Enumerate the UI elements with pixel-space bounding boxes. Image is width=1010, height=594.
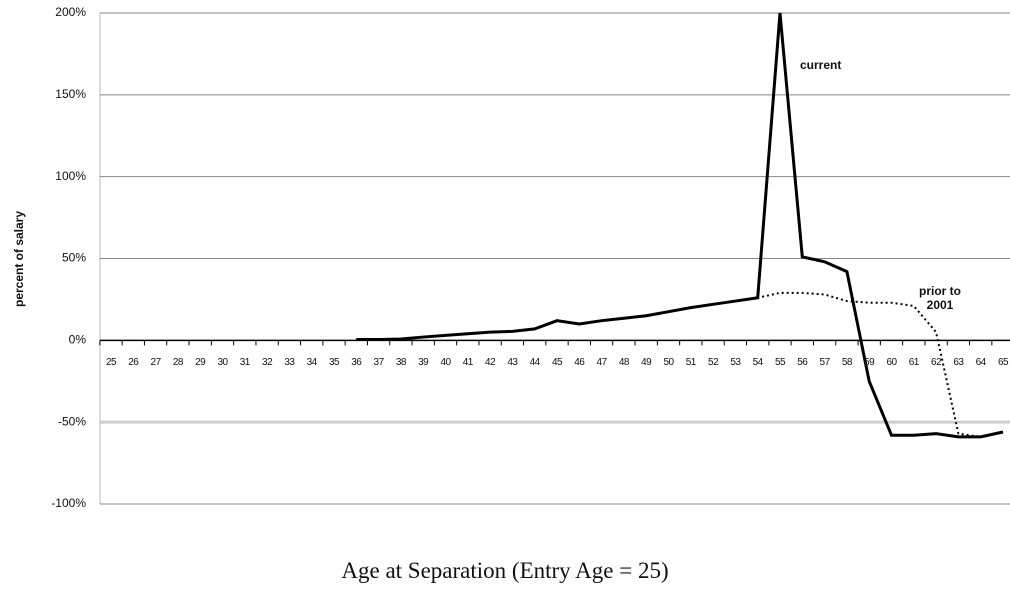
x-tick-label: 56: [797, 357, 808, 368]
x-tick-label: 49: [641, 357, 652, 368]
x-tick-label: 54: [753, 357, 764, 368]
x-tick-label: 51: [686, 357, 697, 368]
x-tick-label: 37: [374, 357, 385, 368]
x-tick-label: 30: [217, 357, 228, 368]
x-tick-label: 61: [909, 357, 920, 368]
y-axis-title: percent of salary: [12, 211, 26, 307]
y-tick-label: 150%: [55, 87, 86, 101]
x-tick-label: 47: [597, 357, 608, 368]
x-tick-label: 58: [842, 357, 853, 368]
x-tick-label: 50: [663, 357, 674, 368]
x-tick-label: 32: [262, 357, 273, 368]
x-tick-label: 41: [463, 357, 474, 368]
x-tick-label: 46: [574, 357, 585, 368]
x-tick-label: 65: [998, 357, 1009, 368]
x-tick-label: 53: [730, 357, 741, 368]
y-tick-label: -50%: [58, 414, 86, 428]
x-tick-label: 25: [106, 357, 117, 368]
y-tick-label: 50%: [62, 251, 86, 265]
x-tick-label: 55: [775, 357, 786, 368]
x-axis-title: Age at Separation (Entry Age = 25): [341, 558, 669, 583]
y-tick-label: 100%: [55, 169, 86, 183]
x-tick-label: 42: [485, 357, 496, 368]
series-line: [356, 12, 1004, 439]
x-tick-label: 33: [284, 357, 295, 368]
x-tick-label: 31: [240, 357, 251, 368]
x-tick-label: 35: [329, 357, 340, 368]
x-tick-label: 63: [953, 357, 964, 368]
x-tick-label: 36: [351, 357, 362, 368]
x-tick-label: 59: [864, 357, 875, 368]
x-tick-label: 48: [619, 357, 630, 368]
y-tick-label: -100%: [51, 496, 86, 510]
x-tick-label: 40: [440, 357, 451, 368]
x-tick-label: 28: [173, 357, 184, 368]
x-tick-label: 44: [530, 357, 541, 368]
x-tick-label: 39: [418, 357, 429, 368]
x-tick-label: 45: [552, 357, 563, 368]
y-tick-label: 200%: [55, 5, 86, 19]
series-label: current: [800, 58, 842, 72]
x-tick-label: 26: [128, 357, 139, 368]
x-tick-label: 52: [708, 357, 719, 368]
x-tick-label: 38: [396, 357, 407, 368]
x-tick-label: 43: [507, 357, 518, 368]
x-tick-label: 57: [820, 357, 831, 368]
series-label: prior to 2001: [919, 284, 961, 312]
series-line: [356, 291, 1004, 438]
y-tick-label: 0%: [69, 333, 87, 347]
x-tick-label: 64: [976, 357, 987, 368]
x-tick-label: 34: [307, 357, 318, 368]
x-tick-label: 60: [886, 357, 897, 368]
x-tick-label: 29: [195, 357, 206, 368]
x-tick-label: 27: [151, 357, 162, 368]
x-tick-label: 62: [931, 357, 942, 368]
